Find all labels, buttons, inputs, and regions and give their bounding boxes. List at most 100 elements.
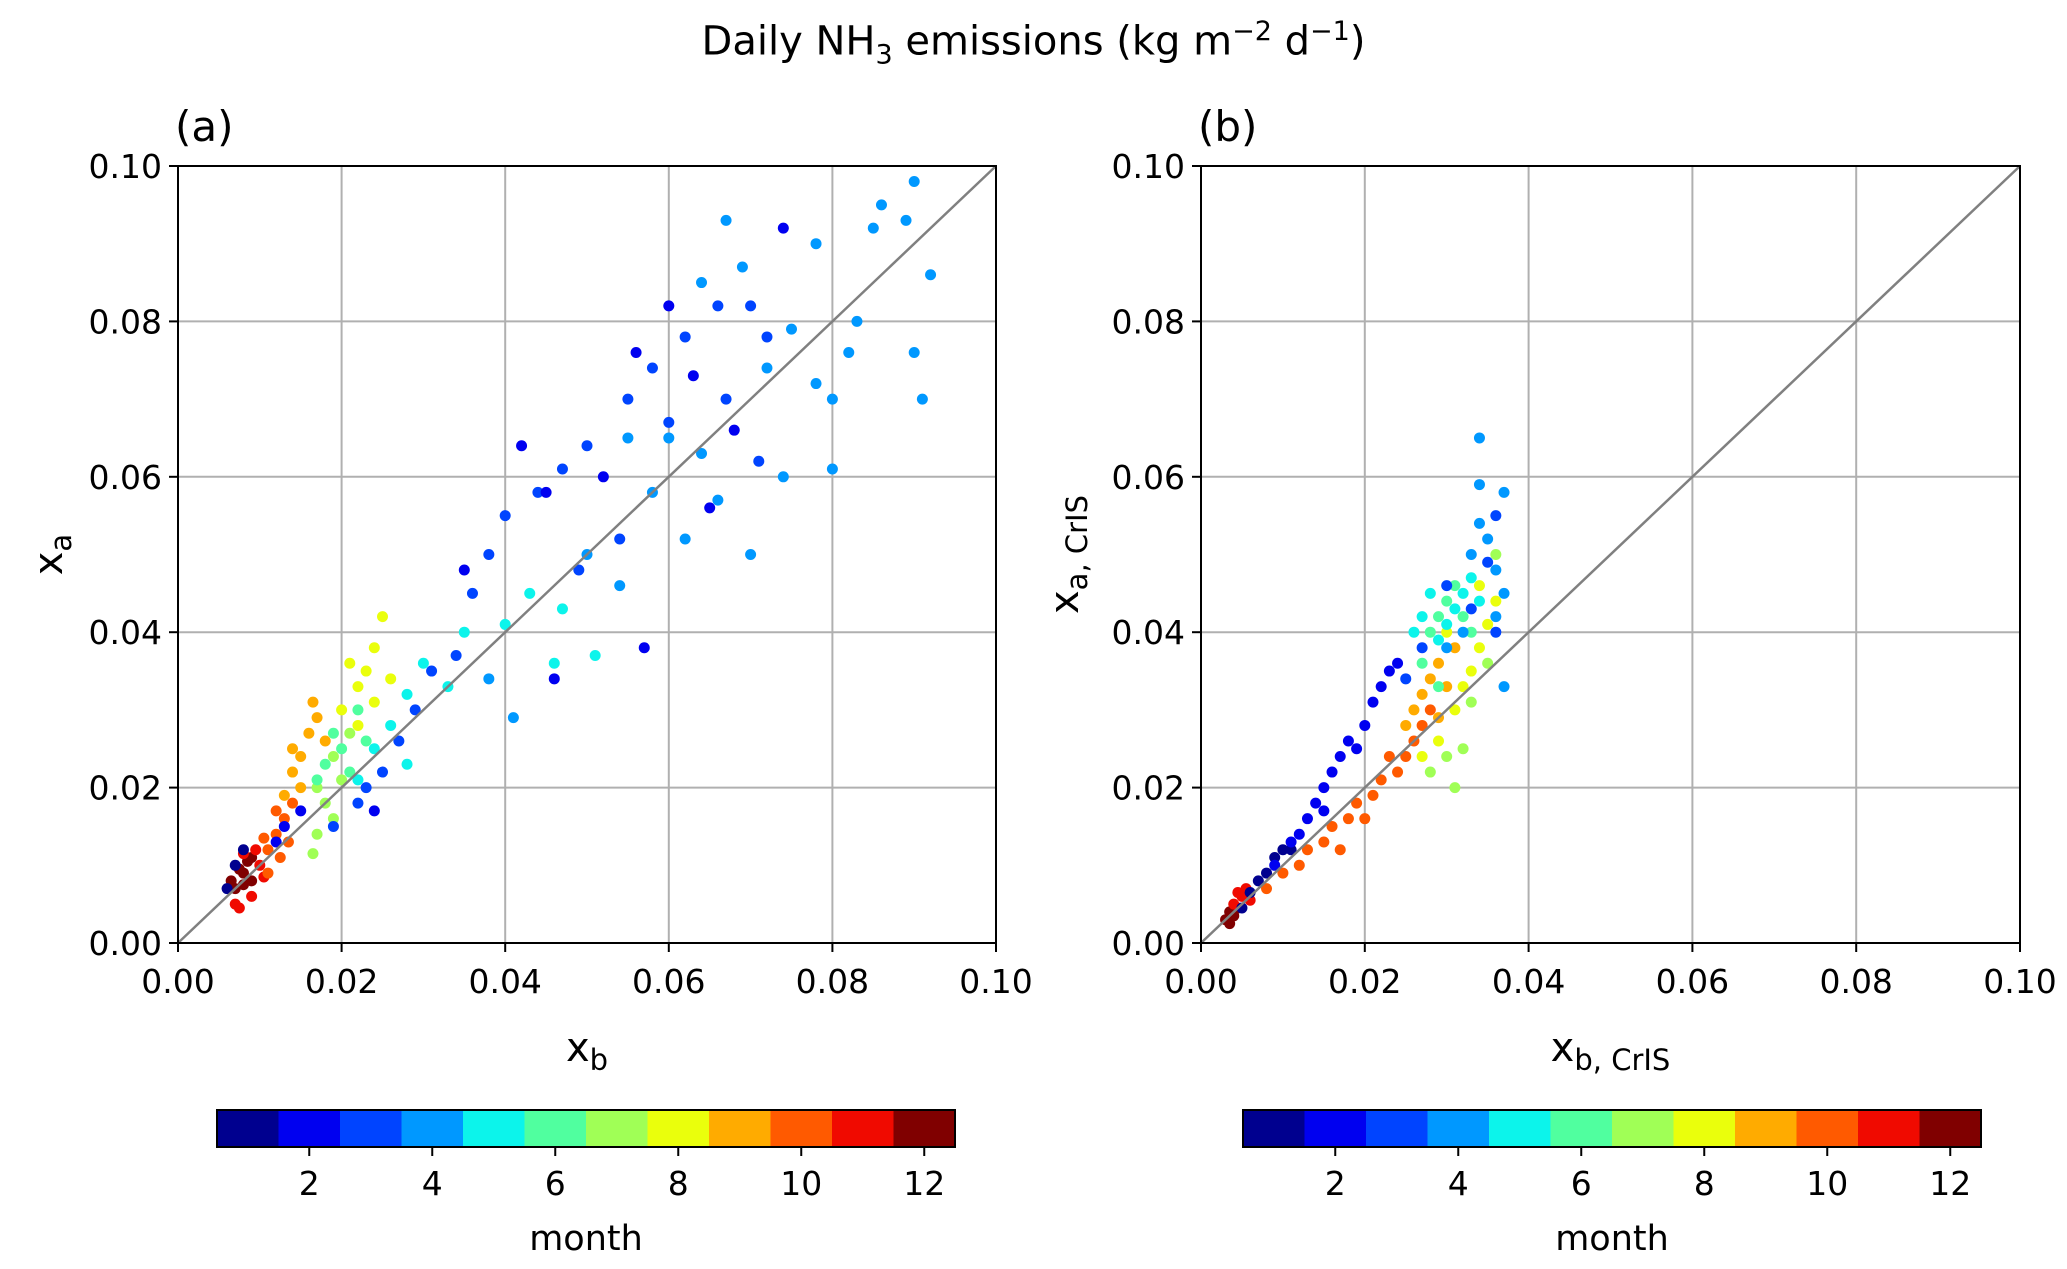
data-point [311, 774, 323, 786]
one-to-one-line [177, 165, 997, 944]
data-point [908, 176, 920, 188]
data-point [1441, 595, 1453, 607]
data-point [409, 704, 421, 716]
x-tick-label: 0.06 [1656, 962, 1729, 1001]
data-point [1416, 688, 1428, 700]
colorbar-segment [524, 1110, 587, 1147]
data-point [532, 486, 544, 498]
data-point [810, 238, 822, 250]
x-tick-label: 0.06 [632, 962, 705, 1001]
data-point [1224, 918, 1236, 930]
x-tick-label: 0.08 [1819, 962, 1892, 1001]
data-point [1473, 595, 1485, 607]
data-point [1449, 580, 1461, 592]
data-point [1318, 782, 1330, 794]
colorbar-segment [1243, 1110, 1305, 1147]
data-point [548, 673, 560, 685]
data-point [745, 549, 757, 560]
data-point [352, 774, 364, 786]
axes-frame [1200, 165, 2021, 944]
data-point [1441, 642, 1453, 654]
colorbar-frame [1242, 1109, 1982, 1148]
colorbar-tick-label: 12 [1929, 1164, 1971, 1203]
data-point [327, 820, 339, 832]
data-point [1232, 886, 1244, 898]
data-point [278, 813, 290, 825]
data-point [246, 890, 258, 902]
data-point [1449, 603, 1461, 615]
data-point [826, 393, 838, 405]
data-point [540, 486, 552, 498]
data-point [1449, 642, 1461, 654]
data-point [1416, 751, 1428, 763]
colorbar-frame [216, 1109, 956, 1148]
data-point [916, 393, 928, 405]
y-tick-label: 0.10 [1112, 147, 1185, 186]
data-point [458, 626, 470, 638]
data-point [1498, 486, 1510, 498]
data-point [720, 393, 732, 405]
data-point [1326, 820, 1338, 832]
data-point [385, 673, 397, 685]
colorbar-tick-label: 4 [422, 1164, 443, 1203]
data-point [1457, 743, 1469, 755]
data-point [1433, 657, 1445, 669]
colorbar-segment [832, 1110, 894, 1147]
colorbar-tick-label: 8 [1694, 1164, 1715, 1203]
data-point [278, 789, 290, 801]
data-point [622, 432, 634, 444]
colorbar-segment [217, 1110, 279, 1147]
colorbar: 2 4 6 8 10 12 month [216, 1109, 956, 1259]
data-point [761, 331, 773, 343]
data-point [516, 440, 528, 452]
data-point [900, 214, 912, 226]
y-tick-label: 0.08 [89, 302, 162, 341]
data-point [1433, 735, 1445, 747]
colorbar-segment [1366, 1110, 1428, 1147]
data-point [221, 883, 233, 895]
data-point [311, 782, 323, 794]
data-point [556, 463, 568, 475]
colorbar-segment [1489, 1110, 1551, 1147]
data-point [336, 704, 348, 716]
x-tick-label: 0.02 [1328, 962, 1401, 1001]
data-point [311, 712, 323, 724]
data-point [1424, 587, 1436, 599]
data-point [696, 277, 708, 289]
data-point [597, 471, 609, 483]
data-point [270, 828, 282, 840]
data-point [360, 665, 372, 677]
data-point [352, 704, 364, 716]
x-tick-label: 0.10 [1983, 962, 2056, 1001]
data-point [1342, 813, 1354, 825]
panel-label: (b) [1198, 102, 1257, 151]
x-axis-label: xb, CrIS [1551, 1025, 1671, 1077]
colorbar-segment [1673, 1110, 1736, 1147]
y-tick-label: 0.04 [89, 613, 162, 652]
colorbar-segment [709, 1110, 771, 1147]
data-point [352, 681, 364, 693]
x-axis-label: xb [566, 1025, 608, 1077]
data-point [507, 712, 519, 724]
data-point [368, 642, 380, 654]
data-point [1482, 618, 1494, 630]
data-point [385, 719, 397, 731]
colorbar-segment [1304, 1110, 1367, 1147]
data-point [1457, 587, 1469, 599]
data-point [1465, 696, 1477, 708]
data-point [1473, 432, 1485, 444]
data-point [483, 673, 495, 685]
y-tick-label: 0.00 [89, 924, 162, 963]
data-point [287, 766, 299, 778]
y-tick-label: 0.10 [89, 147, 162, 186]
data-point [1482, 657, 1494, 669]
data-point [622, 393, 634, 405]
data-point [1482, 533, 1494, 545]
data-point [663, 432, 675, 444]
y-tick-label: 0.06 [1112, 458, 1185, 497]
colorbar-segment [1427, 1110, 1490, 1147]
data-point [270, 836, 282, 848]
colorbar-label: month [1555, 1219, 1669, 1259]
data-point [1473, 580, 1485, 592]
